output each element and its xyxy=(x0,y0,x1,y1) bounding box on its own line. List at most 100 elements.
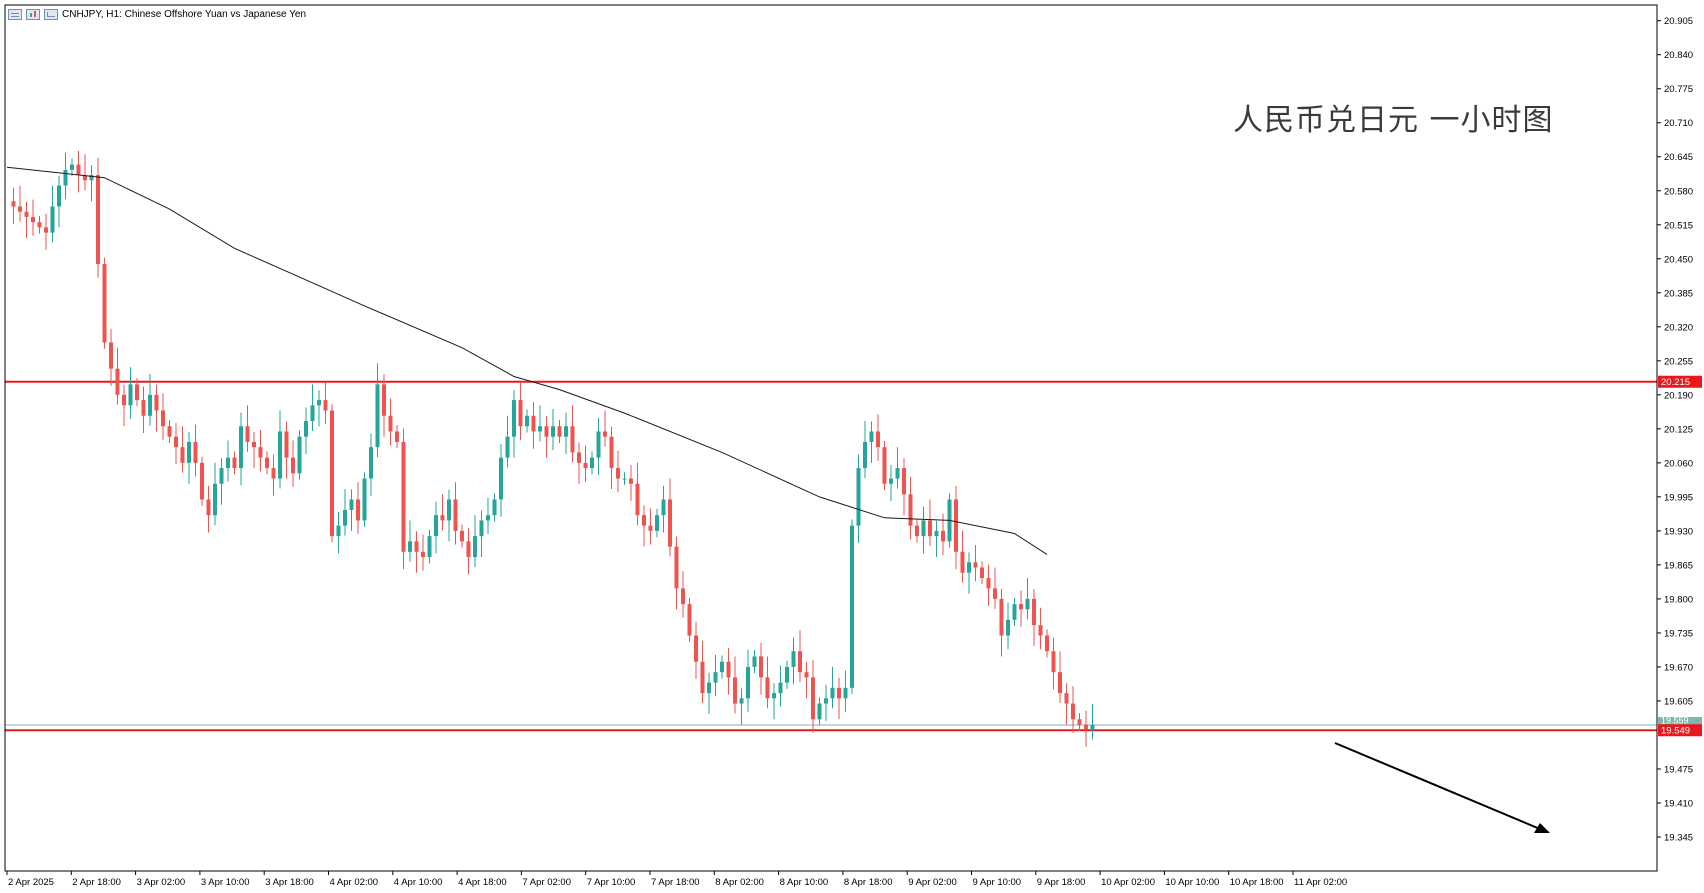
candle xyxy=(356,482,360,535)
level-price-box xyxy=(1658,375,1702,388)
candle-body xyxy=(57,185,61,207)
candle xyxy=(200,456,204,506)
candle xyxy=(713,654,718,697)
candle-body xyxy=(219,468,224,484)
candle xyxy=(232,451,237,475)
candle-body xyxy=(499,457,503,500)
candle xyxy=(304,407,308,454)
candle-body xyxy=(1025,598,1030,610)
candle-body xyxy=(661,499,666,516)
candle-body xyxy=(817,703,822,720)
candle-body xyxy=(330,410,334,537)
y-tick-label: 20.775 xyxy=(1664,84,1693,95)
x-tick-label: 4 Apr 18:00 xyxy=(458,877,507,888)
candle xyxy=(518,382,523,440)
candle xyxy=(122,384,126,427)
candle-body xyxy=(161,410,165,427)
y-tick-label: 19.995 xyxy=(1664,492,1693,503)
candle-body xyxy=(1051,651,1056,673)
candle-body xyxy=(583,462,588,469)
candle xyxy=(434,501,438,554)
candle-body xyxy=(492,499,497,516)
candle xyxy=(167,419,172,443)
candle-body xyxy=(128,384,133,406)
candle-body xyxy=(609,436,614,469)
candle xyxy=(401,428,406,570)
candle xyxy=(603,410,607,447)
candle xyxy=(973,545,978,582)
candle-body xyxy=(928,520,932,537)
candle-body xyxy=(850,525,854,688)
candle xyxy=(323,382,328,425)
candle-body xyxy=(811,677,815,720)
candle-body xyxy=(1038,625,1043,636)
candle xyxy=(395,425,399,449)
candle-body xyxy=(765,677,770,699)
candle xyxy=(1058,651,1062,704)
moving-average-line xyxy=(6,166,1048,555)
candle-body xyxy=(739,698,744,704)
y-tick-label: 20.320 xyxy=(1664,322,1693,333)
level-price-label: 19.549 xyxy=(1661,726,1690,737)
candle-body xyxy=(1084,724,1088,730)
candle-body xyxy=(525,415,529,427)
trend-arrow-shaft xyxy=(1334,742,1541,830)
list-icon[interactable] xyxy=(8,9,22,20)
x-tick-label: 9 Apr 02:00 xyxy=(908,877,957,888)
candle xyxy=(258,429,263,472)
candle xyxy=(564,412,568,454)
candle-body xyxy=(674,546,679,589)
candle-body xyxy=(707,682,711,694)
candle-body xyxy=(889,478,893,484)
candle xyxy=(570,405,575,463)
candle-body xyxy=(759,656,763,678)
candle xyxy=(375,363,380,458)
candle xyxy=(791,637,796,685)
candle xyxy=(11,187,16,224)
candle xyxy=(798,630,802,683)
candle xyxy=(895,447,900,489)
level-price-box xyxy=(1658,724,1702,737)
candle xyxy=(499,444,503,517)
candle xyxy=(954,485,958,570)
candle xyxy=(538,405,542,442)
candle-body xyxy=(616,468,620,479)
candle-body xyxy=(694,635,698,662)
x-tick-label: 10 Apr 02:00 xyxy=(1101,877,1155,888)
x-tick-label: 4 Apr 10:00 xyxy=(394,877,443,888)
candle-body xyxy=(1058,672,1062,694)
candle xyxy=(505,415,510,468)
candle xyxy=(980,561,984,585)
candle xyxy=(349,489,354,531)
candle-body xyxy=(629,478,633,484)
candle-body xyxy=(915,525,919,537)
candle-body xyxy=(50,206,55,233)
candle xyxy=(154,384,159,432)
candle-body xyxy=(356,499,360,521)
candle xyxy=(63,152,68,200)
candle xyxy=(336,512,341,554)
candle-body xyxy=(960,551,965,573)
candle xyxy=(804,662,809,699)
candle xyxy=(453,482,458,545)
level-price-label: 20.215 xyxy=(1661,377,1690,388)
candle xyxy=(616,450,620,493)
chart-type-icon[interactable] xyxy=(44,9,58,20)
candle xyxy=(921,506,926,554)
candle xyxy=(128,367,133,419)
candle-body xyxy=(427,536,432,558)
candle-body xyxy=(109,342,113,369)
candle-body xyxy=(200,462,204,500)
candle xyxy=(668,478,672,557)
candle-body xyxy=(31,216,35,223)
candle xyxy=(291,440,295,487)
candle-body xyxy=(973,562,978,568)
y-tick-label: 19.345 xyxy=(1664,832,1693,843)
candle xyxy=(70,158,74,177)
candle-body xyxy=(746,666,750,699)
candle-body xyxy=(206,499,211,516)
candles-icon[interactable] xyxy=(26,9,40,20)
candle xyxy=(915,519,919,543)
candle-body xyxy=(577,452,581,463)
